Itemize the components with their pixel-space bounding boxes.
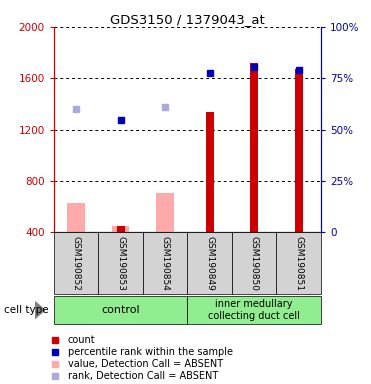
- Text: rank, Detection Call = ABSENT: rank, Detection Call = ABSENT: [68, 371, 218, 381]
- Text: GSM190849: GSM190849: [205, 236, 214, 290]
- Bar: [276, 232, 321, 294]
- Text: GSM190854: GSM190854: [161, 236, 170, 290]
- Polygon shape: [35, 301, 45, 319]
- Text: percentile rank within the sample: percentile rank within the sample: [68, 347, 233, 357]
- Bar: [295, 69, 303, 232]
- Bar: [143, 232, 187, 294]
- Bar: [67, 203, 85, 232]
- Text: control: control: [101, 305, 140, 315]
- Text: GSM190851: GSM190851: [294, 235, 303, 291]
- Text: inner medullary
collecting duct cell: inner medullary collecting duct cell: [208, 299, 300, 321]
- Text: value, Detection Call = ABSENT: value, Detection Call = ABSENT: [68, 359, 223, 369]
- Text: cell type: cell type: [4, 305, 48, 315]
- Bar: [98, 232, 143, 294]
- Bar: [54, 296, 187, 324]
- Bar: [232, 232, 276, 294]
- Title: GDS3150 / 1379043_at: GDS3150 / 1379043_at: [110, 13, 265, 26]
- Bar: [187, 296, 321, 324]
- Text: GSM190852: GSM190852: [72, 236, 81, 290]
- Bar: [187, 232, 232, 294]
- Text: GSM190853: GSM190853: [116, 235, 125, 291]
- Bar: [206, 112, 214, 232]
- Bar: [54, 232, 98, 294]
- Bar: [250, 63, 258, 232]
- Text: count: count: [68, 335, 95, 345]
- Bar: [112, 226, 129, 232]
- Bar: [116, 226, 125, 232]
- Bar: [156, 192, 174, 232]
- Text: GSM190850: GSM190850: [250, 235, 259, 291]
